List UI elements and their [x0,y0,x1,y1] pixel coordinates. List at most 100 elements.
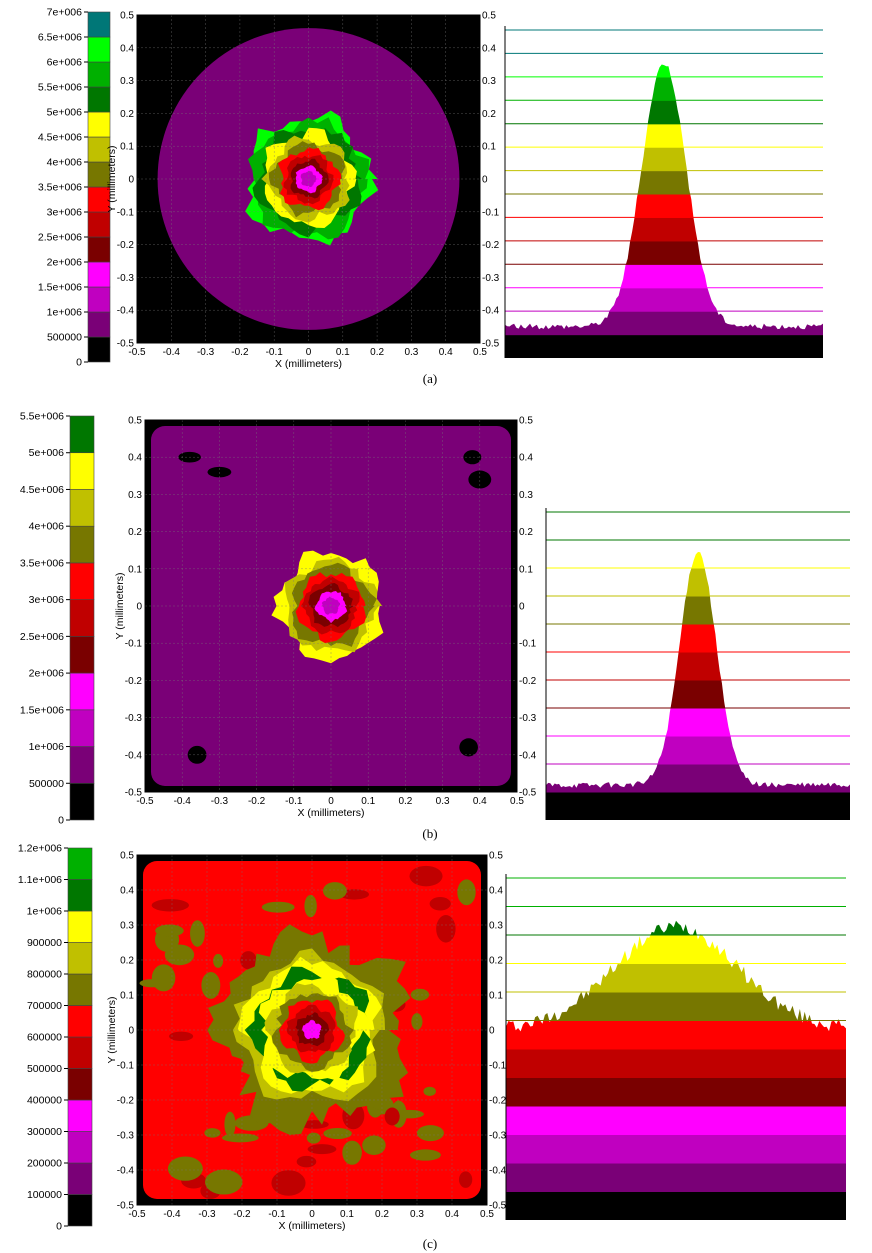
dropout-spot [459,738,478,757]
colorbar-band [67,973,93,1006]
colorbar-tick-label: 4e+006 [47,157,82,169]
profile-band [506,963,846,993]
y-tick-label-right: -0.1 [482,207,500,218]
colorbar: 0 500000 1e+006 1.5e+006 2e+006 2.5e+006 3e+00… [20,411,95,827]
colorbar-tick-label: 1e+006 [29,741,64,753]
profile-band [546,596,850,625]
colorbar-tick-label: 2e+006 [47,257,82,269]
colorbar-band [69,562,95,600]
y-tick-label: 0.5 [120,851,134,862]
x-tick-label: -0.1 [285,796,303,807]
x-tick-label: -0.4 [174,796,192,807]
y-tick-label-right: 0.5 [489,851,503,862]
colorbar-band [67,1005,93,1038]
contour-map [144,419,518,793]
x-tick-label: -0.3 [198,1209,216,1220]
y-tick-label-right: 0.1 [519,564,533,575]
panel-caption: (c) [423,1236,437,1251]
colorbar-tick-label: 500000 [27,1063,62,1075]
y-tick-label-right: 0 [519,602,525,613]
profile-band [505,240,823,265]
x-tick-label: 0.4 [439,347,453,358]
axes: -0.5 -0.4 -0.3 -0.2 -0.1 0 0.1 0.2 0.3 0.4 0.5-0.5… [114,416,537,820]
y-tick-label: -0.3 [125,713,143,724]
y-tick-label: 0.2 [120,956,134,967]
profile-band [506,920,846,936]
dropout-spot [463,450,482,465]
x-tick-label: -0.5 [128,1209,146,1220]
colorbar-tick-label: 2e+006 [29,668,64,680]
colorbar-tick-label: 500000 [29,778,64,790]
profile-band [506,935,846,964]
colorbar-band [69,709,95,747]
colorbar-band [69,452,95,490]
x-tick-label: 0.4 [445,1209,459,1220]
colorbar-band [69,636,95,674]
intensity-profile [545,508,850,820]
x-tick-label: -0.1 [268,1209,286,1220]
profile-band [505,30,823,54]
colorbar-band [87,11,111,38]
x-tick-label: -0.2 [231,347,249,358]
y-tick-label-right: 0.4 [519,453,533,464]
noise-patch [411,1013,423,1030]
colorbar-band [87,111,111,138]
x-tick-label: 0.3 [436,796,450,807]
noise-patch [306,1132,321,1144]
panel-a: 0 500000 1e+006 1.5e+006 2e+006 2.5e+006 3e+00… [38,7,823,386]
y-tick-label-right: 0.1 [489,991,503,1002]
profile-band [506,1020,846,1050]
y-tick-label-right: 0 [489,1026,495,1037]
noise-patch [151,899,189,912]
profile-band [505,123,823,148]
y-tick-label-right: -0.1 [519,639,537,650]
y-tick-label-right: -0.5 [519,788,537,799]
colorbar-tick-label: 1.2e+006 [18,843,62,855]
y-tick-label-right: -0.3 [482,273,500,284]
profile-band [546,512,850,541]
profile-band [505,147,823,172]
y-tick-label: -0.2 [125,676,143,687]
colorbar-band [87,336,111,363]
profile-band [546,624,850,653]
colorbar-tick-label: 100000 [27,1189,62,1201]
y-tick-label: 0 [128,175,134,186]
profile-band [506,1106,846,1135]
noise-patch [429,896,451,911]
colorbar-band [69,489,95,527]
colorbar-tick-label: 1.1e+006 [18,874,62,886]
noise-patch [409,865,443,887]
y-tick-label: 0.4 [120,886,134,897]
y-tick-label-right: -0.2 [519,676,537,687]
y-tick-label-right: 0.3 [489,921,503,932]
colorbar-tick-label: 6.5e+006 [38,32,82,44]
colorbar-band [67,847,93,880]
y-tick-label-right: -0.2 [489,1096,507,1107]
x-tick-label: 0 [309,1209,315,1220]
profile-band [505,64,823,78]
profile-bands [506,920,846,1192]
colorbar-band [87,61,111,88]
profile-band [546,552,850,569]
y-tick-label: 0.2 [128,527,142,538]
x-tick-label: 0 [328,796,334,807]
profile-band [506,1163,846,1192]
y-tick-label: 0.1 [120,991,134,1002]
x-tick-label: 0.5 [473,347,487,358]
noise-patch [459,1171,473,1188]
noise-patch [416,1125,444,1142]
colorbar-tick-label: 3.5e+006 [38,182,82,194]
colorbar-tick-label: 300000 [27,1126,62,1138]
profile-band [505,194,823,218]
y-tick-label: -0.3 [117,1131,135,1142]
panel-b: 0 500000 1e+006 1.5e+006 2e+006 2.5e+006 3e+00… [20,411,850,841]
colorbar-tick-label: 200000 [27,1158,62,1170]
noise-patch [307,1144,337,1155]
colorbar-tick-label: 3.5e+006 [20,557,64,569]
profile-band [546,680,850,709]
noise-patch [436,915,456,943]
noise-patch [169,1031,194,1041]
x-tick-label: 0.2 [398,796,412,807]
y-tick-label: -0.1 [117,1061,135,1072]
y-tick-label: 0.5 [120,11,134,22]
